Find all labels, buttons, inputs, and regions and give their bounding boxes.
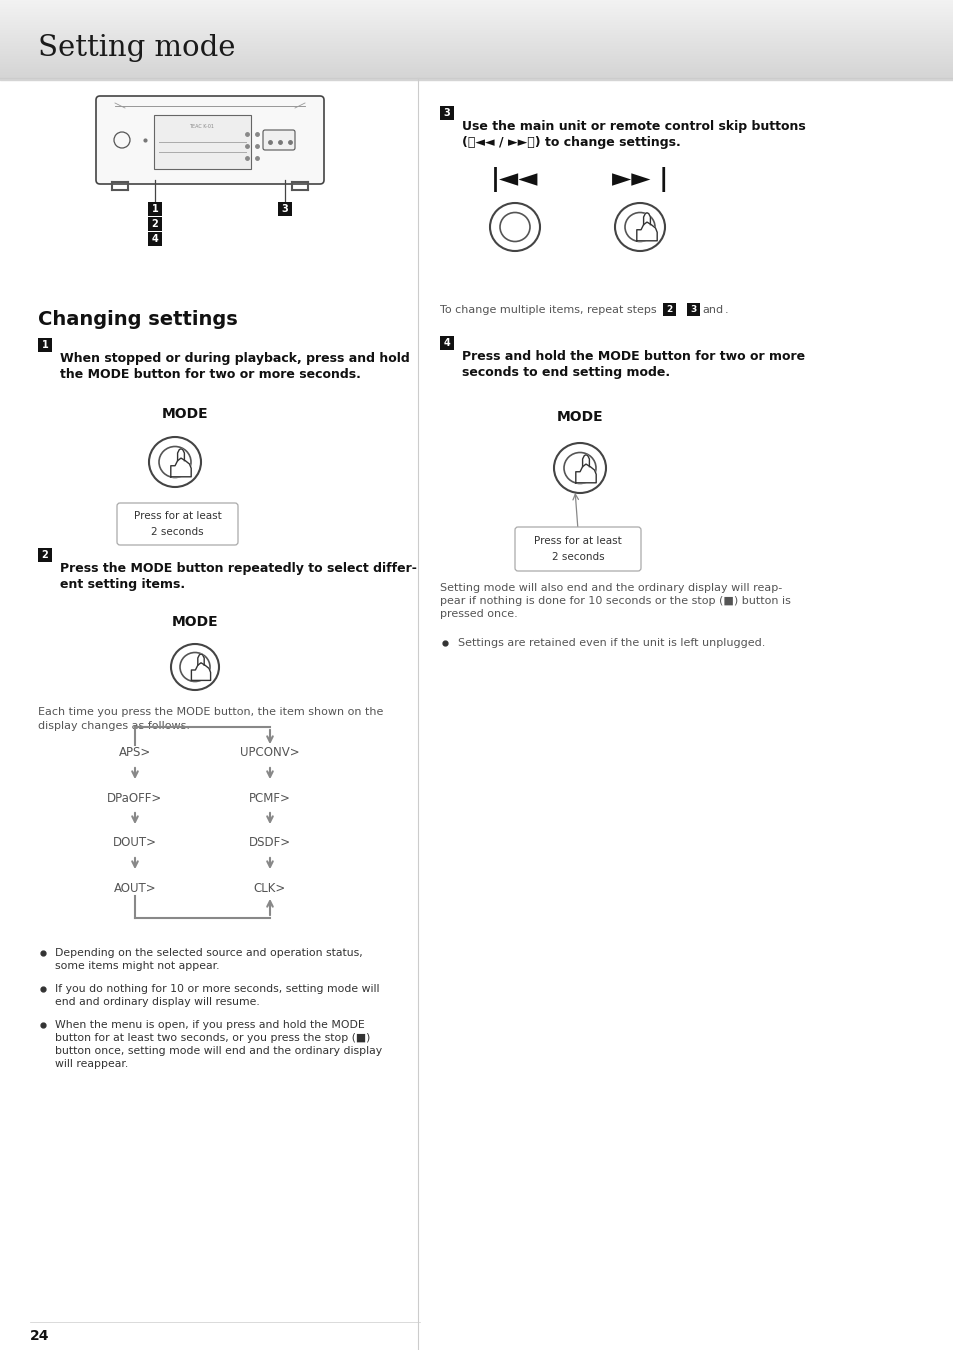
Text: MODE: MODE	[172, 616, 218, 629]
Text: Depending on the selected source and operation status,: Depending on the selected source and ope…	[55, 948, 362, 958]
Text: Setting mode will also end and the ordinary display will reap-: Setting mode will also end and the ordin…	[439, 583, 781, 593]
Text: .: .	[724, 305, 728, 315]
Text: 2 seconds: 2 seconds	[551, 552, 603, 562]
Text: Press for at least: Press for at least	[534, 536, 621, 545]
Text: Setting mode: Setting mode	[38, 34, 235, 62]
FancyBboxPatch shape	[686, 302, 700, 316]
Text: Press the MODE button repeatedly to select differ-: Press the MODE button repeatedly to sele…	[60, 562, 416, 575]
FancyBboxPatch shape	[439, 107, 454, 120]
Text: ►► |: ►► |	[611, 167, 667, 193]
Text: end and ordinary display will resume.: end and ordinary display will resume.	[55, 998, 259, 1007]
Text: Press for at least: Press for at least	[133, 512, 221, 521]
Text: Use the main unit or remote control skip buttons: Use the main unit or remote control skip…	[461, 120, 805, 134]
Text: Press and hold the MODE button for two or more: Press and hold the MODE button for two o…	[461, 350, 804, 363]
Text: DSDF>: DSDF>	[249, 837, 291, 849]
Text: button for at least two seconds, or you press the stop (■): button for at least two seconds, or you …	[55, 1033, 370, 1044]
Text: |◄◄: |◄◄	[491, 167, 538, 193]
Polygon shape	[582, 455, 589, 467]
Text: When the menu is open, if you press and hold the MODE: When the menu is open, if you press and …	[55, 1021, 364, 1030]
Text: 2: 2	[42, 549, 49, 560]
Text: the MODE button for two or more seconds.: the MODE button for two or more seconds.	[60, 369, 360, 381]
Text: 3: 3	[690, 305, 696, 313]
FancyBboxPatch shape	[263, 130, 294, 150]
Text: Settings are retained even if the unit is left unplugged.: Settings are retained even if the unit i…	[457, 639, 764, 648]
Text: pear if nothing is done for 10 seconds or the stop (■) button is: pear if nothing is done for 10 seconds o…	[439, 595, 790, 606]
Text: ent setting items.: ent setting items.	[60, 578, 185, 591]
FancyBboxPatch shape	[277, 202, 292, 216]
Polygon shape	[171, 458, 191, 477]
Text: MODE: MODE	[557, 410, 602, 424]
Text: Changing settings: Changing settings	[38, 310, 237, 329]
Text: To change multiple items, repeat steps: To change multiple items, repeat steps	[439, 305, 656, 315]
Text: 2 seconds: 2 seconds	[151, 526, 204, 537]
FancyBboxPatch shape	[38, 338, 52, 352]
Text: 3: 3	[281, 204, 288, 215]
Polygon shape	[177, 448, 184, 460]
Text: DPaOFF>: DPaOFF>	[108, 791, 162, 805]
FancyBboxPatch shape	[148, 232, 162, 246]
Text: PCMF>: PCMF>	[249, 791, 291, 805]
Text: 4: 4	[152, 234, 158, 244]
Text: display changes as follows.: display changes as follows.	[38, 721, 190, 730]
FancyBboxPatch shape	[439, 336, 454, 350]
Text: UPCONV>: UPCONV>	[240, 747, 299, 760]
Text: pressed once.: pressed once.	[439, 609, 517, 620]
FancyBboxPatch shape	[38, 548, 52, 562]
FancyBboxPatch shape	[515, 526, 640, 571]
Text: 3: 3	[443, 108, 450, 117]
Text: (⧀◄◄ / ►►⧁) to change settings.: (⧀◄◄ / ►►⧁) to change settings.	[461, 136, 680, 148]
Text: 4: 4	[443, 338, 450, 348]
Polygon shape	[192, 663, 211, 680]
Text: MODE: MODE	[161, 406, 208, 421]
FancyBboxPatch shape	[117, 504, 237, 545]
Polygon shape	[643, 213, 650, 224]
FancyBboxPatch shape	[148, 202, 162, 216]
Text: TEAC K-01: TEAC K-01	[190, 123, 214, 128]
Text: 1: 1	[42, 340, 49, 350]
Text: If you do nothing for 10 or more seconds, setting mode will: If you do nothing for 10 or more seconds…	[55, 984, 379, 994]
Text: seconds to end setting mode.: seconds to end setting mode.	[461, 366, 669, 379]
Polygon shape	[576, 464, 596, 483]
Text: some items might not appear.: some items might not appear.	[55, 961, 219, 971]
FancyBboxPatch shape	[153, 115, 251, 169]
Text: APS>: APS>	[119, 747, 151, 760]
Text: AOUT>: AOUT>	[113, 882, 156, 895]
Polygon shape	[637, 223, 657, 240]
Text: 2: 2	[666, 305, 672, 313]
FancyBboxPatch shape	[662, 302, 676, 316]
FancyBboxPatch shape	[148, 217, 162, 231]
Text: button once, setting mode will end and the ordinary display: button once, setting mode will end and t…	[55, 1046, 382, 1056]
Text: 1: 1	[152, 204, 158, 215]
Text: CLK>: CLK>	[253, 882, 286, 895]
Text: Each time you press the MODE button, the item shown on the: Each time you press the MODE button, the…	[38, 707, 383, 717]
Text: DOUT>: DOUT>	[112, 837, 157, 849]
Text: When stopped or during playback, press and hold: When stopped or during playback, press a…	[60, 352, 410, 365]
Text: 2: 2	[152, 219, 158, 230]
Text: 24: 24	[30, 1328, 50, 1343]
Text: and: and	[701, 305, 722, 315]
Polygon shape	[197, 653, 204, 666]
Text: will reappear.: will reappear.	[55, 1058, 128, 1069]
FancyBboxPatch shape	[96, 96, 324, 184]
